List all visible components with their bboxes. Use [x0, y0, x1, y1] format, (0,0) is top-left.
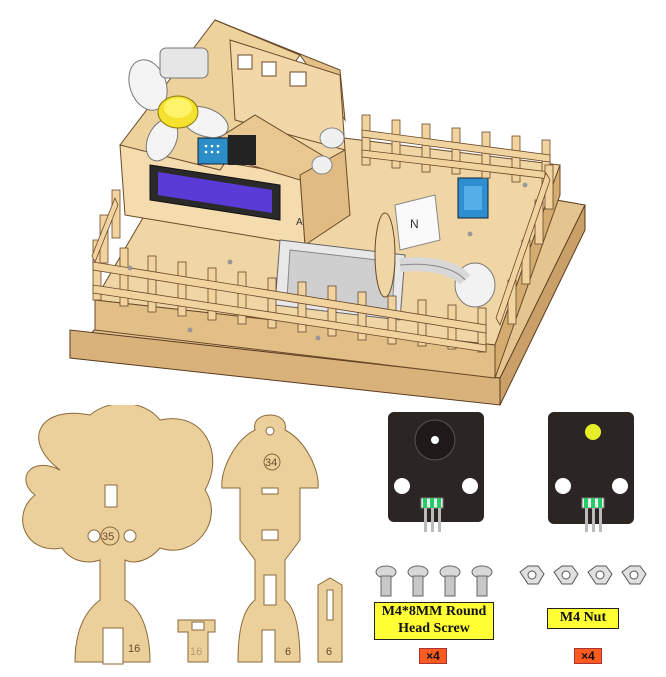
- base-side-edge: [499, 204, 586, 406]
- nuts: [519, 565, 647, 585]
- fence: [91, 114, 554, 353]
- door-sign-letter: N: [410, 217, 419, 231]
- door-sign: [394, 194, 441, 251]
- sensor-board: [228, 135, 256, 165]
- buzzer-module: [388, 412, 484, 532]
- screws: [375, 565, 493, 597]
- mushroom-part-number: 34: [265, 457, 277, 469]
- tree-part: [22, 405, 214, 665]
- post-part: [317, 577, 343, 663]
- window-1: [237, 54, 253, 70]
- modules-illustration: [375, 412, 647, 597]
- house-side-wall: [299, 149, 351, 246]
- wooden-parts-illustration: 35 16 16 34 6 6: [22, 405, 343, 665]
- window-3: [289, 71, 307, 87]
- screw-quantity-badge: ×4: [419, 648, 447, 664]
- lcd-screen: [158, 172, 272, 213]
- house-side-letter: A: [296, 217, 303, 228]
- mushroom-part: [221, 414, 319, 663]
- gate-wheel: [374, 212, 396, 298]
- screw-label-line1: M4*8MM Round: [381, 604, 487, 619]
- fan: [128, 47, 229, 162]
- nut-label: M4 Nut: [547, 608, 619, 629]
- mushroom-base-number: 6: [285, 646, 291, 658]
- connector-part-number: 16: [190, 646, 202, 658]
- tree-part-number: 35: [102, 531, 114, 543]
- tree-base-number: 16: [128, 643, 140, 655]
- temp-sensor: [197, 137, 229, 165]
- screw-label: M4*8MM Round Head Screw: [374, 602, 494, 640]
- led-module: [548, 412, 634, 532]
- connector-part: [177, 619, 216, 663]
- screw-label-line2: Head Screw: [398, 621, 470, 636]
- window-2: [261, 61, 277, 77]
- post-part-number: 6: [326, 646, 332, 658]
- assembled-house-illustration: N A: [68, 19, 586, 406]
- nut-quantity-badge: ×4: [574, 648, 602, 664]
- speaker-cylinder: [319, 127, 345, 149]
